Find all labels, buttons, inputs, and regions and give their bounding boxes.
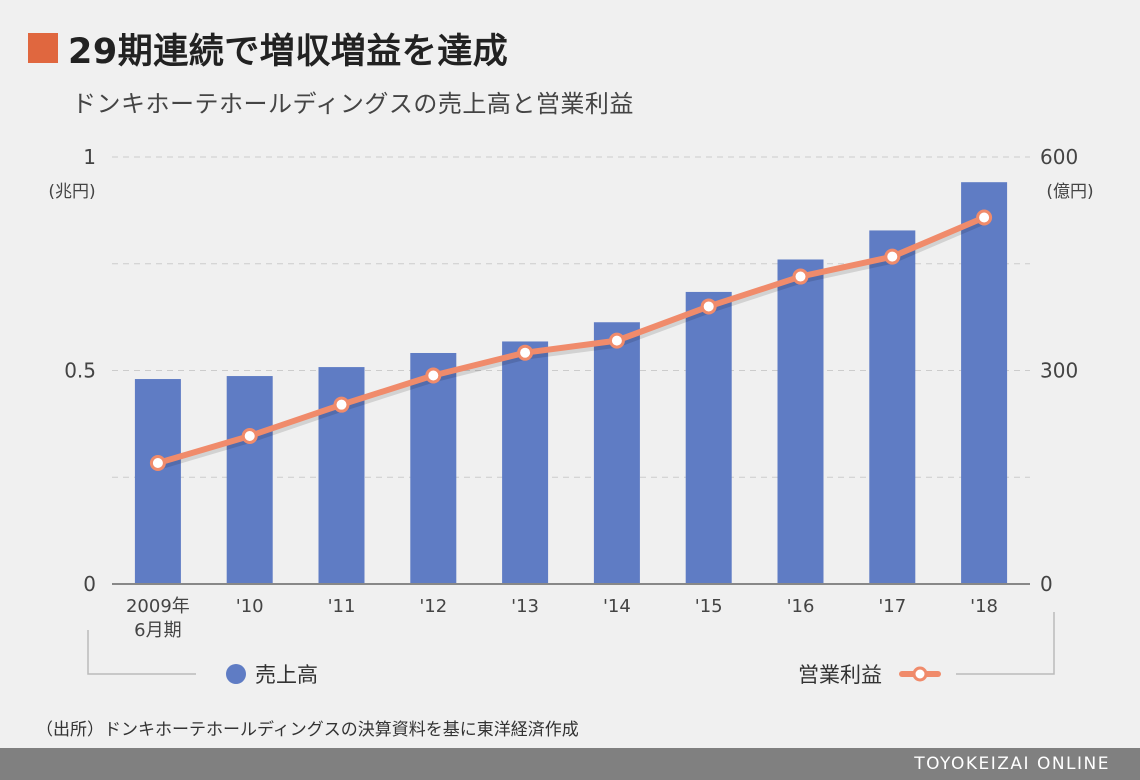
line-point-3 <box>425 367 442 384</box>
line-point-5 <box>608 332 625 349</box>
line-point-1 <box>241 427 258 444</box>
bar-4 <box>502 341 549 584</box>
title-row: 29期連続で増収増益を達成 <box>28 26 508 72</box>
x-tick-label: '13 <box>511 596 539 617</box>
y-right-tick-label: 600 <box>1040 145 1078 169</box>
footer-bar: TOYOKEIZAI ONLINE <box>0 748 1140 780</box>
source-note: （出所）ドンキホーテホールディングスの決算資料を基に東洋経済作成 <box>36 720 579 740</box>
bar-0 <box>134 379 181 584</box>
bar-3 <box>410 352 457 584</box>
chart-area: 0 0.5 1 (兆円) 0 300 600 (億円) 2009年 6月期 '10 '11 '12 '13… <box>48 145 1093 687</box>
line-shadow <box>153 216 989 471</box>
bar-5 <box>593 322 640 584</box>
bar-1 <box>226 376 273 584</box>
line-point-7 <box>792 268 809 285</box>
y-right-unit: (億円) <box>1046 182 1093 202</box>
line-series <box>154 214 988 467</box>
legend-bar-swatch <box>226 664 246 684</box>
brand-label: TOYOKEIZAI ONLINE <box>914 754 1110 774</box>
y-left-tick-label: 1 <box>83 145 96 169</box>
y-left-tick-label: 0 <box>83 572 96 596</box>
chart-subtitle: ドンキホーテホールディングスの売上高と営業利益 <box>72 90 634 118</box>
line-point-2 <box>333 396 350 413</box>
bar-6 <box>685 291 732 584</box>
x-tick-label: '12 <box>419 596 447 617</box>
y-left-tick-label: 0.5 <box>64 359 96 383</box>
line-point-9 <box>976 209 993 226</box>
x-tick-label: '18 <box>970 596 998 617</box>
bar-7 <box>777 259 824 584</box>
bar-8 <box>869 230 916 584</box>
legend-bar-label: 売上高 <box>255 663 318 687</box>
title-marker-icon <box>28 33 58 63</box>
x-tick-label: '17 <box>878 596 906 617</box>
legend-line-label: 営業利益 <box>798 663 882 687</box>
x-tick-label: '15 <box>695 596 723 617</box>
y-left-unit: (兆円) <box>48 182 95 202</box>
x-tick-label: '11 <box>328 596 356 617</box>
y-right-tick-label: 0 <box>1040 572 1053 596</box>
x-tick-label: '14 <box>603 596 631 617</box>
line-point-6 <box>700 298 717 315</box>
line-point-4 <box>517 344 534 361</box>
legend-line-marker <box>912 666 928 682</box>
legend-frame-right <box>956 612 1055 675</box>
chart-title: 29期連続で増収増益を達成 <box>68 31 509 72</box>
line-point-8 <box>884 248 901 265</box>
x-tick-label: 2009年 6月期 <box>126 596 190 641</box>
x-tick-label: '10 <box>236 596 264 617</box>
bar-9 <box>961 182 1008 584</box>
legend-frame-left <box>87 630 196 675</box>
line-point-0 <box>149 455 166 472</box>
x-tick-label: '16 <box>787 596 815 617</box>
y-right-tick-label: 300 <box>1040 359 1078 383</box>
